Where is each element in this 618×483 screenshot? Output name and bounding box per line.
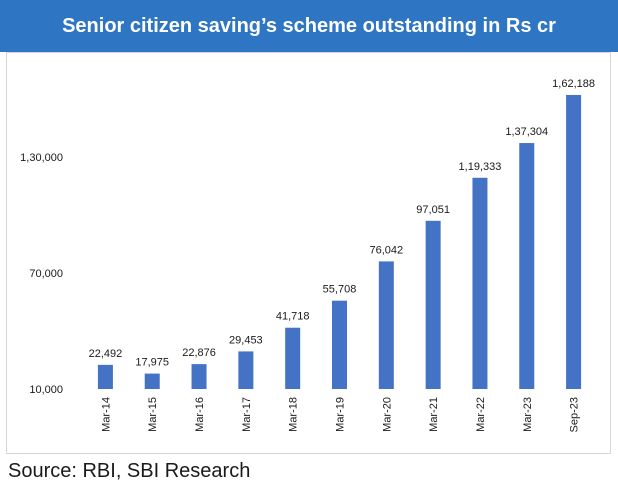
bar: [238, 351, 254, 389]
x-tick-label: Mar-22: [475, 397, 487, 432]
bar: [472, 177, 488, 389]
bar: [378, 261, 394, 389]
chart-title: Senior citizen saving’s scheme outstandi…: [62, 14, 556, 37]
bar-value-label: 97,051: [416, 204, 450, 216]
bar-value-label: 1,62,188: [552, 78, 595, 90]
bar-value-label: 17,975: [135, 357, 169, 369]
bar: [285, 327, 301, 389]
bar-value-label: 1,19,333: [459, 161, 502, 173]
x-tick-label: Mar-14: [100, 397, 112, 432]
x-tick-label: Mar-19: [335, 397, 347, 432]
y-tick-label: 1,30,000: [20, 152, 63, 164]
y-tick-label: 10,000: [29, 384, 63, 396]
x-tick-label: Mar-21: [428, 397, 440, 432]
x-tick-label: Mar-15: [147, 397, 159, 432]
bar: [144, 373, 160, 389]
chart-title-banner: Senior citizen saving’s scheme outstandi…: [0, 0, 618, 52]
bar: [566, 94, 582, 389]
bar-value-label: 76,042: [369, 244, 403, 256]
chart-frame: 10,000 70,000 1,30,000 22,492 Mar-14 17,975 Ma…: [6, 52, 611, 454]
bar-value-label: 22,876: [182, 347, 216, 359]
x-tick-label: Mar-20: [381, 397, 393, 432]
bar-value-label: 29,453: [229, 334, 263, 346]
bar: [191, 364, 207, 389]
bar: [97, 364, 113, 389]
x-tick-label: Mar-23: [522, 397, 534, 432]
bar-value-label: 55,708: [323, 284, 357, 296]
x-tick-label: Mar-17: [241, 397, 253, 432]
bar: [425, 220, 441, 389]
x-tick-label: Mar-18: [288, 397, 300, 432]
bar-chart: 10,000 70,000 1,30,000 22,492 Mar-14 17,975 Ma…: [20, 78, 595, 433]
bar: [332, 300, 347, 389]
bar: [519, 143, 535, 389]
source-note: Source: RBI, SBI Research: [8, 460, 251, 482]
y-tick-label: 70,000: [29, 268, 63, 280]
bar-value-label: 41,718: [276, 311, 310, 323]
bar-value-label: 1,37,304: [505, 126, 548, 138]
bar-value-label: 22,492: [89, 348, 123, 360]
x-tick-label: Sep-23: [569, 397, 581, 432]
x-tick-label: Mar-16: [194, 397, 206, 432]
